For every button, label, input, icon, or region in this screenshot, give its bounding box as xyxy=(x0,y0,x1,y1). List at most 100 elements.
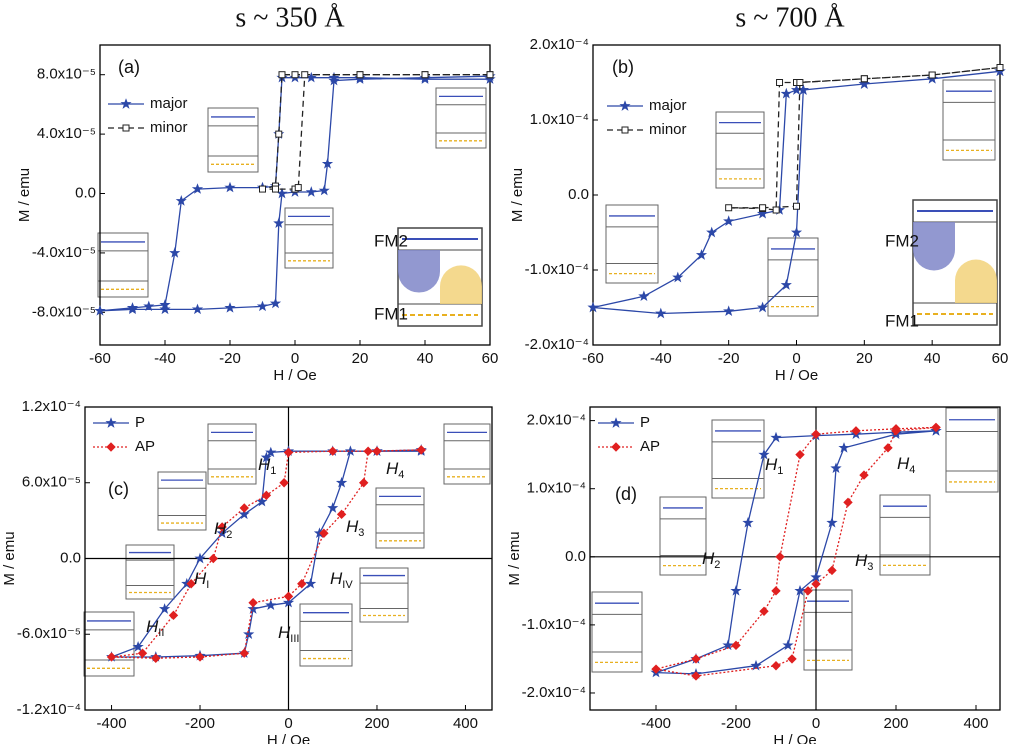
marker xyxy=(358,478,369,488)
x-tick-label: 0 xyxy=(291,350,299,367)
marker xyxy=(750,659,762,671)
y-tick-label: 0.0 xyxy=(565,548,586,565)
marker xyxy=(294,184,302,192)
marker xyxy=(291,71,299,79)
annotation: FM2 xyxy=(885,231,919,250)
inset-box xyxy=(207,107,259,173)
x-axis-label: H / Oe xyxy=(773,732,816,744)
marker xyxy=(725,204,733,212)
marker xyxy=(344,445,357,456)
marker xyxy=(803,586,813,596)
inset-box xyxy=(942,79,996,161)
annotation: H2 xyxy=(702,549,720,570)
marker xyxy=(137,648,148,658)
marker xyxy=(723,215,735,226)
x-tick-label: -20 xyxy=(718,350,740,367)
annotation-sub: 2 xyxy=(714,559,720,571)
annotation: H1 xyxy=(258,455,276,476)
marker xyxy=(883,443,893,453)
legend-label: minor xyxy=(649,121,687,138)
marker xyxy=(691,654,701,664)
legend-marker xyxy=(105,417,117,428)
marker xyxy=(318,184,330,196)
annotation-sub: 1 xyxy=(777,465,783,477)
y-axis-label: M / emu xyxy=(16,168,33,222)
marker xyxy=(168,610,179,621)
marker xyxy=(706,226,718,238)
annotation: FM1 xyxy=(885,311,919,330)
marker xyxy=(151,653,161,663)
marker xyxy=(321,157,334,169)
inset-box xyxy=(605,204,659,284)
marker xyxy=(810,571,822,583)
y-tick-label: 2.0x10⁻⁴ xyxy=(527,412,586,429)
marker xyxy=(328,446,338,456)
marker xyxy=(276,187,288,199)
marker xyxy=(305,186,317,197)
annotation-sub: III xyxy=(290,633,299,645)
legend-label: AP xyxy=(135,438,155,455)
inset-box xyxy=(715,111,765,189)
marker xyxy=(356,71,364,79)
marker xyxy=(159,603,171,614)
y-tick-label: -2.0x10⁻⁴ xyxy=(525,336,589,353)
x-axis-label: H / Oe xyxy=(775,367,818,384)
y-tick-label: 8.0x10⁻⁵ xyxy=(37,66,96,83)
marker xyxy=(283,447,294,458)
x-tick-label: 200 xyxy=(883,715,908,732)
marker xyxy=(931,422,941,433)
marker xyxy=(858,78,870,89)
legend-label: P xyxy=(640,414,650,431)
y-axis-label: M / emu xyxy=(1,531,18,585)
y-tick-label: -1.0x10⁻⁴ xyxy=(525,261,589,278)
x-tick-label: 40 xyxy=(924,350,941,367)
marker xyxy=(327,502,339,513)
marker xyxy=(421,71,429,79)
marker xyxy=(363,446,373,456)
marker xyxy=(106,652,117,662)
y-axis-label: M / emu xyxy=(509,168,526,222)
marker xyxy=(126,303,139,315)
inset-box xyxy=(803,589,853,671)
annotation-main: H xyxy=(258,455,271,474)
domain xyxy=(440,265,482,304)
y-tick-label: -4.0x10⁻⁵ xyxy=(32,244,96,261)
annotation: HIII xyxy=(278,623,299,644)
marker xyxy=(843,497,853,508)
marker xyxy=(194,552,206,564)
marker xyxy=(191,303,204,315)
marker xyxy=(243,628,255,640)
annotation-main: H xyxy=(702,549,715,568)
annotation: (a) xyxy=(118,57,140,77)
x-tick-label: 400 xyxy=(963,715,988,732)
x-tick-label: 20 xyxy=(352,350,369,367)
annotation: HIV xyxy=(330,569,353,590)
y-tick-label: 1.2x10⁻⁴ xyxy=(22,398,81,415)
annotation-main: H xyxy=(346,517,359,536)
marker xyxy=(811,579,821,589)
annotation: HI xyxy=(194,569,209,590)
inset-box xyxy=(591,591,643,673)
inset-box xyxy=(299,603,353,667)
legend-marker xyxy=(106,442,116,452)
marker xyxy=(132,641,144,652)
marker xyxy=(827,565,837,576)
domain xyxy=(913,222,955,271)
chart-title: s ~ 700 Å xyxy=(735,2,845,33)
annotation-main: H xyxy=(765,455,778,474)
marker xyxy=(830,462,842,473)
marker xyxy=(771,586,781,596)
marker xyxy=(297,579,307,589)
marker xyxy=(742,516,754,528)
x-tick-label: -200 xyxy=(721,715,751,732)
marker xyxy=(486,71,494,79)
x-tick-label: -60 xyxy=(582,350,604,367)
x-tick-label: -400 xyxy=(641,715,671,732)
annotation-sub: 4 xyxy=(398,469,404,481)
marker xyxy=(775,552,785,562)
marker xyxy=(638,290,650,301)
annotation-main: H xyxy=(146,617,159,636)
annotation: H1 xyxy=(765,455,783,476)
inset-box xyxy=(879,494,931,576)
